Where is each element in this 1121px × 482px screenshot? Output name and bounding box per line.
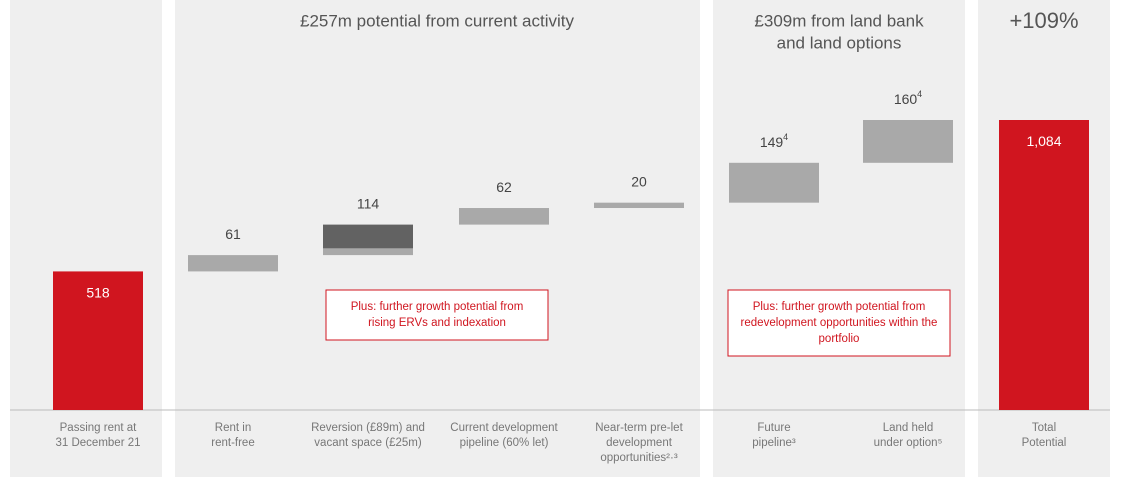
bar <box>594 202 684 209</box>
footnote: 4 <box>917 89 922 99</box>
annotation-text: Plus: further growth potential from <box>351 301 524 313</box>
value-label-text: 61 <box>225 226 241 242</box>
x-tick-label: Current development <box>450 422 558 434</box>
value-label-text: 160 <box>894 91 918 107</box>
value-label: 1,084 <box>1026 133 1061 149</box>
value-label-text: 1,084 <box>1026 133 1061 149</box>
panel-title: and land options <box>777 33 902 52</box>
x-tick-label: development <box>606 437 673 449</box>
value-label: 20 <box>631 173 647 189</box>
value-label-text: 114 <box>357 195 380 211</box>
bar <box>459 208 549 225</box>
x-tick-label: Reversion (£89m) and <box>311 422 425 434</box>
annotation-box <box>727 289 951 357</box>
bar <box>188 255 278 272</box>
x-tick-label: Near-term pre-let <box>595 422 683 434</box>
value-label: 61 <box>225 226 241 242</box>
bar <box>729 162 819 203</box>
annotation-box <box>325 289 549 341</box>
x-tick-label: Land held <box>883 422 934 434</box>
annotation-text: rising ERVs and indexation <box>368 317 506 329</box>
x-tick-label: Future <box>757 422 790 434</box>
x-tick-label: Total <box>1032 422 1056 434</box>
value-label-text: 149 <box>760 134 784 150</box>
x-tick-label: rent-free <box>211 437 254 449</box>
x-tick-label: pipeline (60% let) <box>460 437 549 449</box>
annotation-text: redevelopment opportunities within the <box>741 317 938 329</box>
value-label-text: 62 <box>496 179 512 195</box>
panel-bg <box>175 0 700 477</box>
value-label: 1604 <box>894 89 922 106</box>
bar-segment <box>323 248 413 256</box>
x-tick-label: Passing rent at <box>60 422 138 434</box>
bar <box>53 271 143 410</box>
x-tick-label: vacant space (£25m) <box>314 437 422 449</box>
x-tick-label: under option⁵ <box>874 437 943 449</box>
panel-title: £257m potential from current activity <box>300 11 575 30</box>
value-label-text: 518 <box>86 284 110 300</box>
x-tick-label: Potential <box>1022 437 1067 449</box>
value-label: 62 <box>496 179 512 195</box>
panel-bg <box>713 0 965 477</box>
value-label: 114 <box>357 195 380 211</box>
panel-title: £309m from land bank <box>754 11 924 30</box>
value-label: 518 <box>86 284 110 300</box>
x-tick-label: opportunities²·³ <box>600 452 678 464</box>
bar-segment <box>323 224 413 249</box>
bar <box>999 120 1089 410</box>
annotation-text: Plus: further growth potential from <box>753 301 926 313</box>
value-label-text: 20 <box>631 173 647 189</box>
panel-title: +109% <box>1009 8 1078 33</box>
x-tick-label: Rent in <box>215 422 251 434</box>
x-tick-label: pipeline³ <box>752 437 796 449</box>
footnote: 4 <box>783 132 788 142</box>
annotation-text: portfolio <box>819 333 860 345</box>
value-label: 1494 <box>760 132 788 149</box>
x-tick-label: 31 December 21 <box>55 437 140 449</box>
bar <box>863 120 953 163</box>
